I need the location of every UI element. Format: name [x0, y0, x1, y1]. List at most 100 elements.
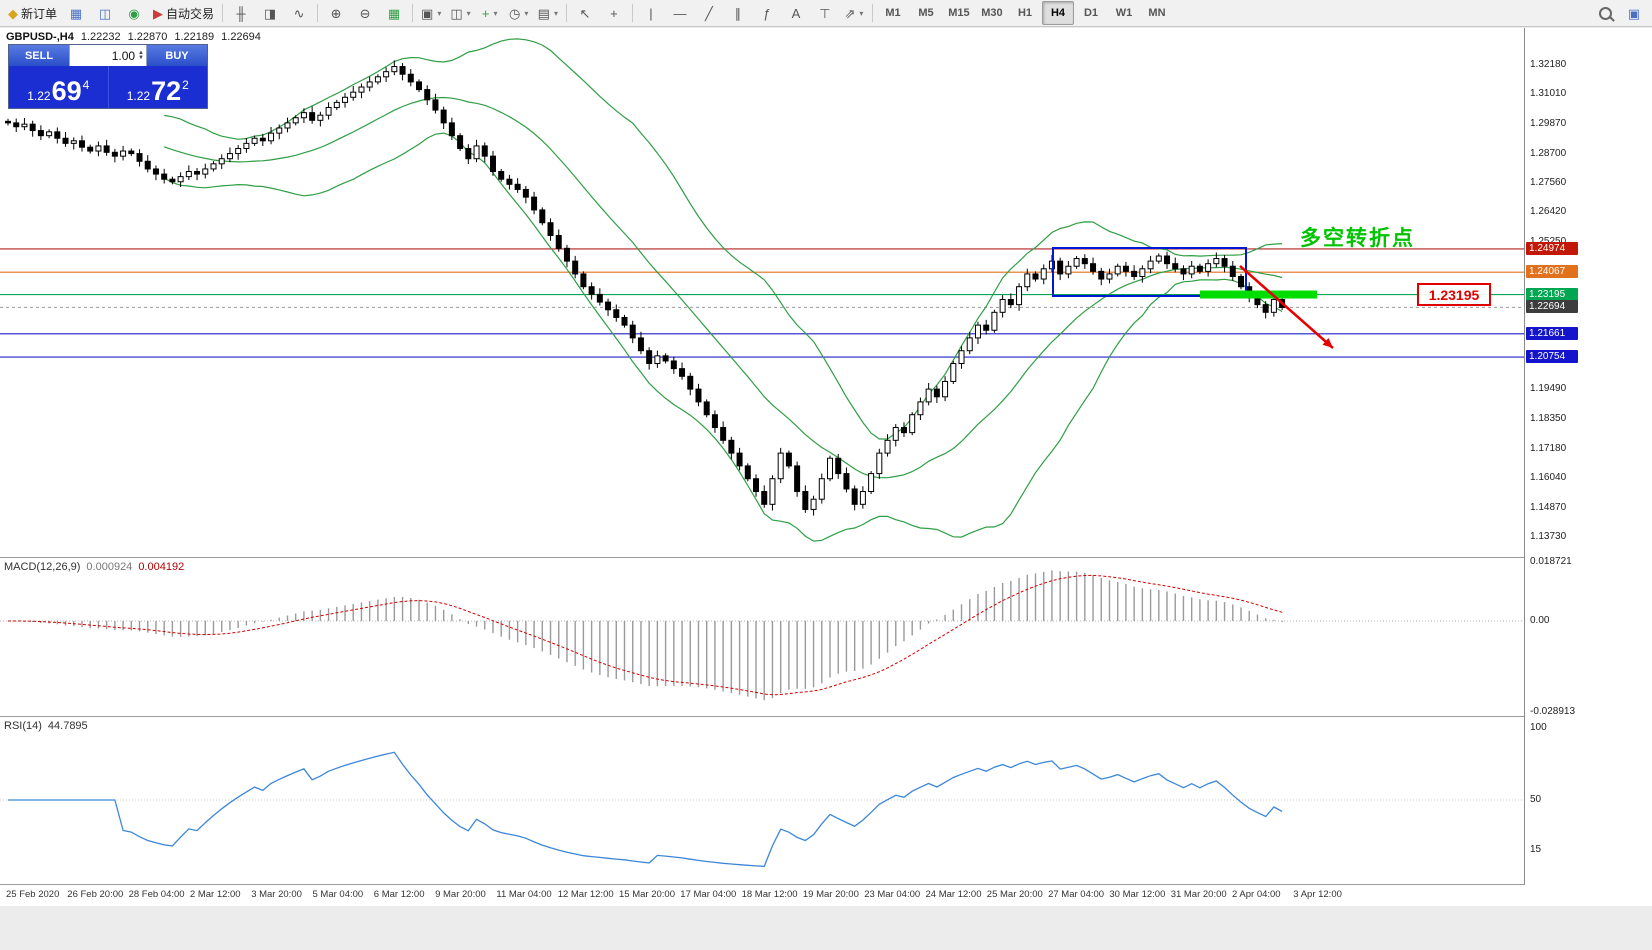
- support-highlight-bar[interactable]: [1200, 290, 1317, 299]
- buy-price[interactable]: 1.22 72 2: [107, 66, 208, 108]
- time-axis-label: 31 Mar 20:00: [1170, 889, 1227, 900]
- price-tick-label: 1.17180: [1530, 442, 1567, 454]
- crosshair-icon[interactable]: +: [600, 1, 628, 25]
- rsi-indicator-label: RSI(14) 44.7895: [4, 720, 88, 732]
- timeframe-label: MN: [1148, 7, 1166, 19]
- timeframe-label: M15: [948, 7, 970, 19]
- market-watch-icon-glyph: ▦: [69, 5, 83, 21]
- timeframe-d1-button[interactable]: D1: [1075, 1, 1107, 25]
- ohlc-low: 1.22189: [174, 31, 215, 43]
- terminal-icon[interactable]: ◉: [120, 1, 148, 25]
- horizontal-level-lines[interactable]: [0, 248, 1524, 358]
- stepper-up-icon[interactable]: ▲: [138, 49, 144, 56]
- text-label-icon[interactable]: ⊤: [811, 1, 839, 25]
- dropdown-caret-icon: ▾: [466, 8, 471, 18]
- price-line-tag: 1.20754: [1526, 350, 1578, 364]
- price-line-tag: 1.23195: [1526, 287, 1578, 301]
- arrows-icon[interactable]: ⇗ ▾: [840, 1, 868, 25]
- time-axis-label: 25 Feb 2020: [6, 889, 60, 900]
- market-watch-icon[interactable]: ▦: [62, 1, 90, 25]
- cursor-icon-glyph: ↖: [579, 5, 591, 21]
- rsi-axis-label: 100: [1530, 722, 1547, 733]
- navigator-icon[interactable]: ◫: [91, 1, 119, 25]
- timeframe-label: H4: [1050, 7, 1065, 19]
- sell-price-sup: 4: [82, 78, 90, 92]
- search-icon[interactable]: [1591, 1, 1619, 25]
- profiles-icon[interactable]: ◫ ▾: [446, 1, 474, 25]
- chat-icon[interactable]: ▣: [1620, 1, 1648, 25]
- price-tick-label: 1.28700: [1530, 147, 1567, 159]
- sell-direction-arrow[interactable]: [1239, 265, 1334, 349]
- macd-histogram: [15, 570, 1283, 701]
- macd-label: MACD(12,26,9): [4, 561, 81, 573]
- zoom-in-icon[interactable]: ⊕: [322, 1, 350, 25]
- buy-button[interactable]: BUY: [147, 45, 207, 66]
- buy-price-big: 72: [151, 76, 182, 107]
- chart-window[interactable]: GBPUSD-,H4 1.22232 1.22870 1.22189 1.226…: [0, 28, 1652, 906]
- timeframe-m15-button[interactable]: M15: [943, 1, 975, 25]
- candlestick-chart-type-icon-glyph: ◨: [263, 5, 277, 21]
- price-line-tag: 1.24067: [1526, 265, 1578, 279]
- time-axis-label: 18 Mar 12:00: [741, 889, 798, 900]
- new-order-button[interactable]: ◆ 新订单: [4, 1, 61, 25]
- cursor-icon[interactable]: ↖: [571, 1, 599, 25]
- sell-price-small: 1.22: [27, 88, 51, 103]
- time-axis-label: 17 Mar 04:00: [680, 889, 737, 900]
- timeframe-m5-button[interactable]: M5: [910, 1, 942, 25]
- price-tick-label: 1.32180: [1530, 58, 1567, 70]
- chart-symbol: GBPUSD-,H4: [6, 31, 74, 43]
- timeframe-h1-button[interactable]: H1: [1009, 1, 1041, 25]
- line-chart-type-icon-glyph: ∿: [293, 5, 305, 21]
- sell-price[interactable]: 1.22 69 4: [9, 66, 108, 108]
- timeframe-m30-button[interactable]: M30: [976, 1, 1008, 25]
- timeframe-w1-button[interactable]: W1: [1108, 1, 1140, 25]
- periods-icon-glyph: ◷: [508, 5, 521, 21]
- horizontal-line-icon[interactable]: —: [666, 1, 694, 25]
- terminal-icon-glyph: ◉: [128, 5, 140, 21]
- bollinger-bands: [163, 38, 1283, 542]
- candlestick-series[interactable]: [5, 60, 1286, 516]
- time-axis-label: 5 Mar 04:00: [312, 889, 364, 900]
- auto-scroll-icon[interactable]: ▦: [380, 1, 408, 25]
- price-tick-label: 1.14870: [1530, 501, 1567, 513]
- price-panel[interactable]: [0, 38, 1524, 542]
- text-icon[interactable]: A: [782, 1, 810, 25]
- time-axis-label: 23 Mar 04:00: [864, 889, 921, 900]
- ohlc-high: 1.22870: [127, 31, 168, 43]
- line-chart-type-icon[interactable]: ∿: [285, 1, 313, 25]
- timeframe-label: H1: [1017, 7, 1032, 19]
- timeframe-mn-button[interactable]: MN: [1141, 1, 1173, 25]
- volume-stepper[interactable]: ▲ ▼: [138, 49, 144, 61]
- text-label-icon-glyph: ⊤: [819, 5, 831, 21]
- price-level-callout: 1.23195: [1417, 283, 1491, 306]
- timeframe-m1-button[interactable]: M1: [877, 1, 909, 25]
- autotrading-button[interactable]: ▶ 自动交易: [149, 1, 218, 25]
- periods-icon[interactable]: ◷ ▾: [505, 1, 533, 25]
- dropdown-caret-icon: ▾: [493, 8, 498, 18]
- chart-plot[interactable]: [0, 28, 1524, 906]
- time-axis-label: 19 Mar 20:00: [802, 889, 859, 900]
- rsi-line: [8, 751, 1283, 868]
- volume-input[interactable]: 1.00 ▲ ▼: [69, 45, 147, 66]
- time-axis-label: 28 Feb 04:00: [128, 889, 185, 900]
- indicators-icon[interactable]: + ▾: [476, 1, 504, 25]
- timeframe-h4-button[interactable]: H4: [1041, 1, 1074, 25]
- templates-icon[interactable]: ▤ ▾: [534, 1, 562, 25]
- dropdown-caret-icon: ▾: [859, 8, 864, 18]
- time-axis: 25 Feb 2020 26 Feb 20:00 28 Feb 04:00 2 Mar…: [0, 885, 1524, 905]
- sell-button[interactable]: SELL: [9, 45, 69, 66]
- new-chart-icon[interactable]: ▣ ▾: [417, 1, 445, 25]
- bar-chart-type-icon-glyph: ╫: [236, 5, 246, 21]
- equidistant-channel-icon[interactable]: ∥: [724, 1, 752, 25]
- fibonacci-icon[interactable]: ƒ: [753, 1, 781, 25]
- vertical-line-icon[interactable]: |: [637, 1, 665, 25]
- candlestick-chart-type-icon[interactable]: ◨: [256, 1, 284, 25]
- zoom-out-icon[interactable]: ⊖: [351, 1, 379, 25]
- stepper-down-icon[interactable]: ▼: [138, 54, 144, 61]
- bar-chart-type-icon[interactable]: ╫: [227, 1, 255, 25]
- buy-price-sup: 2: [182, 78, 189, 92]
- trendline-icon[interactable]: ╱: [695, 1, 723, 25]
- vertical-line-icon-glyph: |: [649, 5, 653, 21]
- templates-icon-glyph: ▤: [537, 5, 550, 21]
- time-axis-label: 25 Mar 20:00: [986, 889, 1043, 900]
